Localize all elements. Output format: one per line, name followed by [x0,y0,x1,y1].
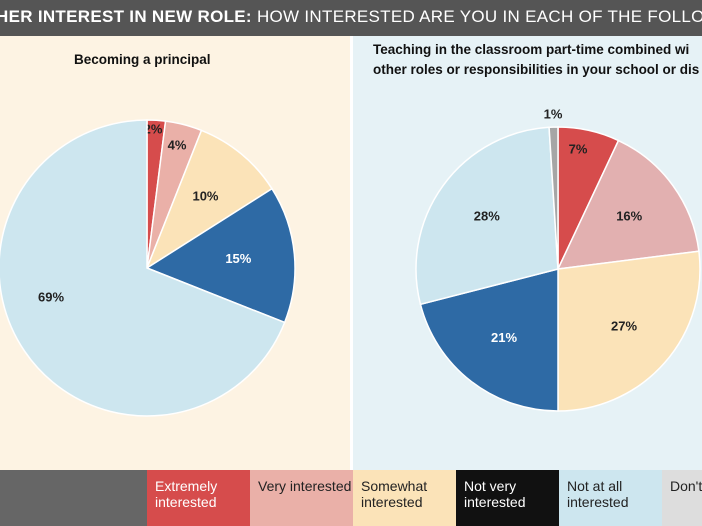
legend-item: Don't know [662,470,702,526]
pie-slice-label: 28% [474,209,500,224]
chart-title-principal: Becoming a principal [74,52,211,67]
pie-slice [557,250,701,412]
pie-slice-label: 21% [491,330,517,345]
pie-slice-label: 27% [611,319,637,334]
pie-slice [145,187,296,324]
pie-chart-principal: 2% 4% 10% 15% 69% [0,119,296,417]
pie-slice-label: 7% [569,141,588,156]
pie-slice-label: 16% [616,209,642,224]
legend-item: Very interested [250,470,353,526]
legend-item: Not at all interested [559,470,662,526]
header-title-rest: HOW INTERESTED ARE YOU IN EACH OF THE FO… [256,7,702,26]
legend-item: Not very interested [456,470,559,526]
panel-divider [350,36,353,470]
header-title: HER INTEREST IN NEW ROLE: HOW INTERESTED… [0,7,702,27]
pie-slice-label: 1% [544,106,563,121]
legend: Extremely interested Very interested Somew… [0,470,702,526]
panel-teaching: Teaching in the classroom part-time comb… [353,36,702,470]
legend-item: Somewhat interested [353,470,456,526]
pie-slice-label: 4% [168,137,187,152]
header-title-bold: HER INTEREST IN NEW ROLE: [0,7,252,26]
pie-slice [415,126,559,306]
chart-header: HER INTEREST IN NEW ROLE: HOW INTERESTED… [0,0,702,36]
pie-chart-teaching: 7% 16% 27% 21% 28% 1% [415,106,701,412]
pie-slice [145,129,273,270]
pie-slice [419,268,559,412]
panel-principal: Becoming a principal 2% 4% 10% 15% 69% [0,36,350,470]
pie-slice [0,119,286,417]
pie-slice-label: 15% [225,251,251,266]
pie-slice-label: 2% [144,121,163,136]
chart-title-teaching: Teaching in the classroom part-time comb… [373,40,699,80]
pie-slice [556,139,700,270]
pie-slice [548,126,559,270]
pie-slice-label: 10% [192,189,218,204]
pie-slice-label: 69% [38,289,64,304]
legend-item: Extremely interested [147,470,250,526]
chart-title-teaching-line-1: Teaching in the classroom part-time comb… [373,42,690,57]
chart-title-teaching-line-2: other roles or responsibilities in your … [373,62,700,77]
